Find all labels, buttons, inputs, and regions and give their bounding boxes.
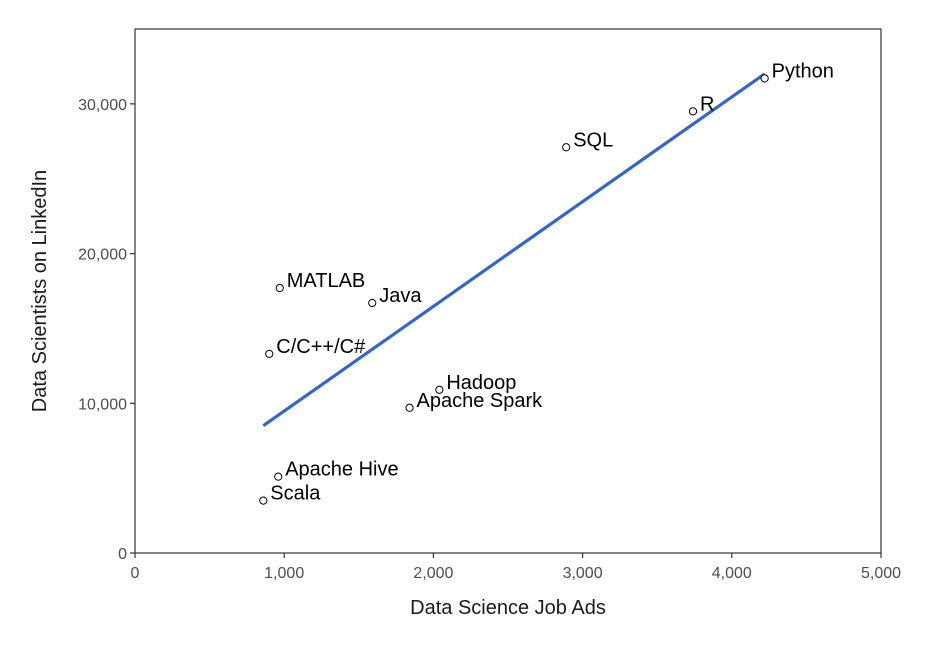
x-tick-label: 4,000 [712,565,752,582]
y-tick-label: 20,000 [78,247,127,264]
point-label: Python [772,60,834,82]
data-point [562,143,571,152]
point-label: Apache Hive [285,459,398,481]
point-label: Apache Spark [417,390,544,412]
point-label: R [700,93,714,115]
x-tick-label: 1,000 [264,565,304,582]
y-tick-label: 30,000 [78,97,127,114]
data-point [405,403,414,412]
data-point [274,472,283,481]
x-tick-label: 5,000 [861,565,901,582]
trendline [262,72,766,428]
data-point [275,283,284,293]
point-label: MATLAB [287,270,366,292]
point-label: Hadoop [446,372,516,394]
points-layer: PythonRSQLMATLABJavaC/C++/C#HadoopApache… [259,60,834,505]
plot-panel [134,28,882,554]
x-tick-label: 2,000 [413,565,453,582]
x-axis-title: Data Science Job Ads [410,597,606,619]
data-point [435,385,444,394]
x-tick-label: 3,000 [563,565,603,582]
data-point [688,107,698,116]
y-axis-title: Data Scientists on LinkedIn [29,170,51,412]
data-point [368,298,377,308]
y-axis: 0 10,000 20,000 30,000 [78,97,135,563]
data-point [259,496,268,505]
x-axis: 0 1,000 2,000 3,000 4,000 5,000 [131,553,901,582]
point-label: Java [379,285,422,307]
point-label: C/C++/C# [276,336,366,358]
trendline-layer [262,72,766,428]
point-label: SQL [573,129,613,151]
y-tick-label: 10,000 [78,396,127,413]
data-point [265,349,274,358]
point-label: Scala [270,483,321,505]
y-tick-label: 0 [118,546,127,563]
data-point [760,74,769,83]
x-tick-label: 0 [131,565,140,582]
